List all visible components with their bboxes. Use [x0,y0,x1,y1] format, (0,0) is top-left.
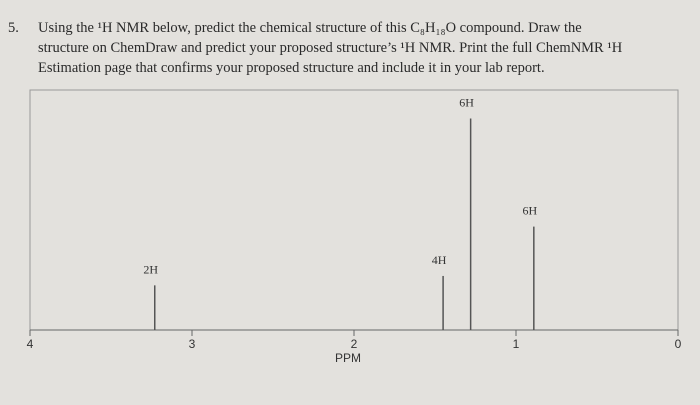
integration-label: 4H [432,253,447,267]
x-tick-label: 1 [513,337,520,351]
x-tick-label: 4 [27,337,34,351]
integration-label: 6H [522,204,537,218]
question-line: Estimation page that confirms your propo… [38,60,545,76]
x-tick-label: 3 [189,337,196,351]
integration-label: 6H [459,96,474,110]
question-number: 5. [8,20,19,36]
x-axis-label: PPM [335,351,361,365]
question-line: Using the ¹H NMR below, predict the chem… [38,20,582,36]
x-tick-label: 0 [675,337,682,351]
x-tick-label: 2 [351,337,358,351]
question-line: structure on ChemDraw and predict your p… [38,40,623,56]
integration-label: 2H [143,262,158,276]
